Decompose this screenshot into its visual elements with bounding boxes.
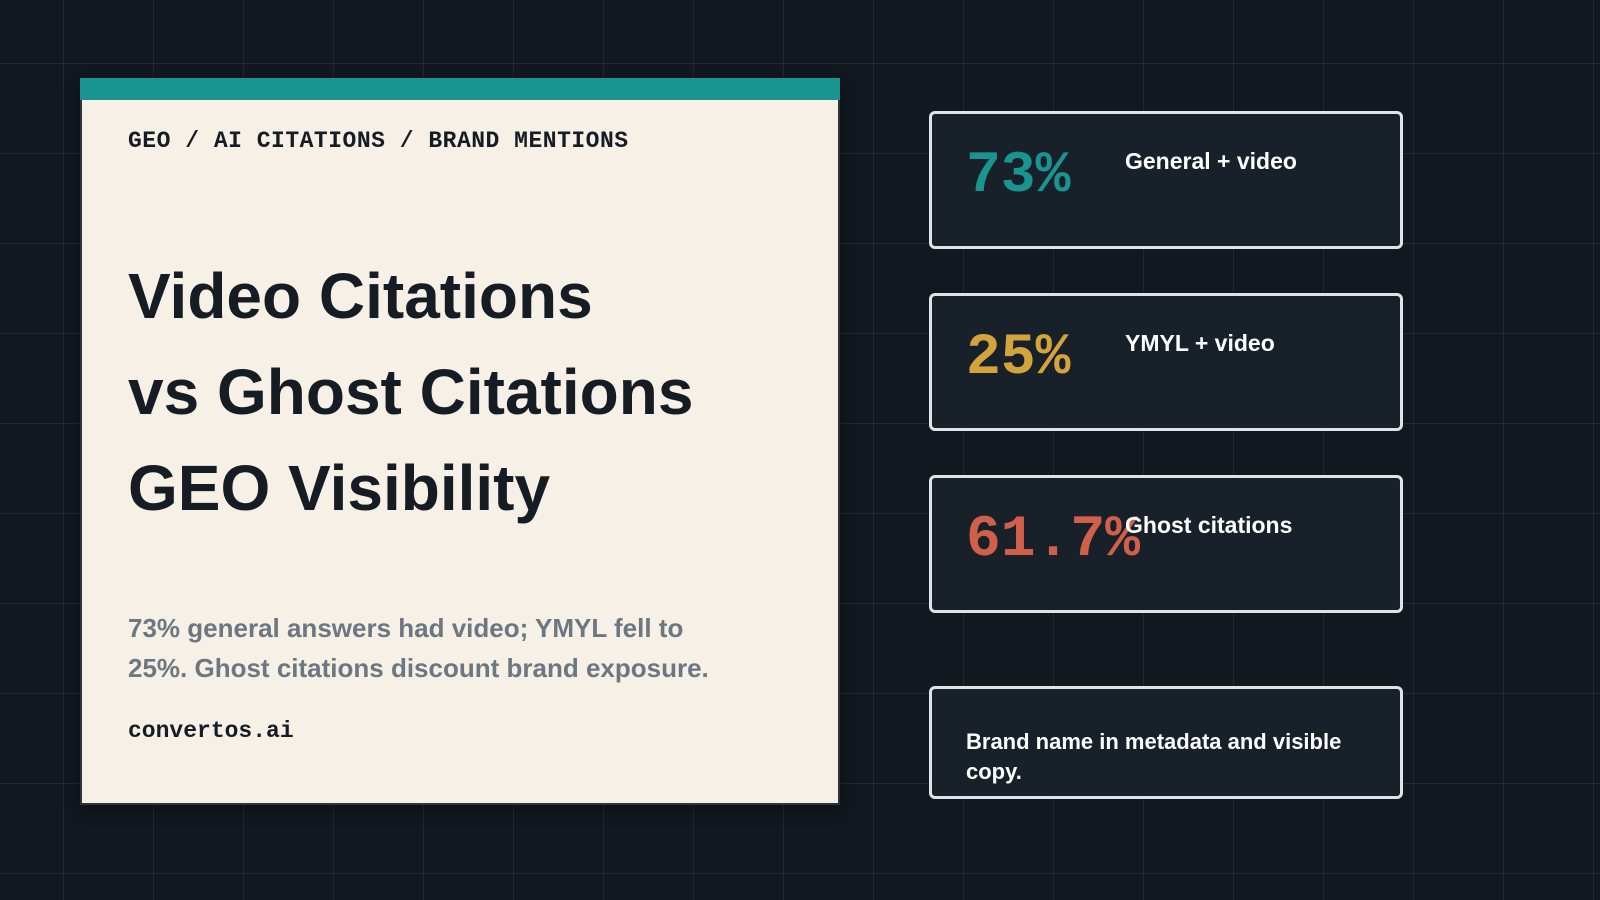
description: 73% general answers had video; YMYL fell… (128, 613, 709, 683)
kicker: GEO / AI CITATIONS / BRAND MENTIONS (128, 128, 629, 154)
stat-label: Ghost citations (1125, 512, 1293, 538)
title: Video Citations vs Ghost Citations GEO V… (128, 248, 693, 536)
title-line: GEO Visibility (128, 452, 551, 524)
stat-value: 73% (966, 144, 1071, 209)
title-line: Video Citations (128, 260, 593, 332)
stat-value: 25% (966, 326, 1071, 391)
stat-value: 61.7% (966, 508, 1141, 573)
stat-label: General + video (1125, 148, 1297, 174)
stat-label: YMYL + video (1125, 330, 1275, 356)
stat-box: 61.7% Ghost citations (929, 475, 1403, 613)
site: convertos.ai (128, 718, 294, 744)
note-box: Brand name in metadata and visible copy. (929, 686, 1403, 799)
stat-box: 25% YMYL + video (929, 293, 1403, 431)
accent-bar (80, 78, 840, 100)
card: GEO / AI CITATIONS / BRAND MENTIONS Vide… (80, 78, 840, 805)
note: Brand name in metadata and visible copy. (966, 729, 1342, 784)
title-line: vs Ghost Citations (128, 356, 694, 428)
stat-box: 73% General + video (929, 111, 1403, 249)
